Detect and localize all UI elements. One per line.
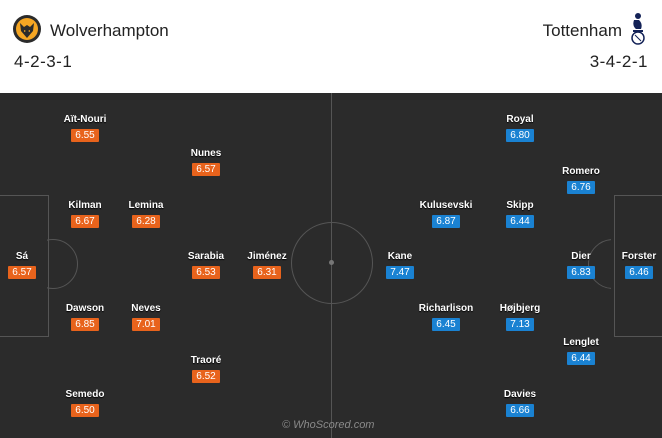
watermark: © WhoScored.com [282, 419, 375, 431]
player-rating: 6.45 [432, 318, 460, 331]
player-away-richarlison[interactable]: Richarlison 6.45 [412, 303, 480, 332]
player-name: Richarlison [418, 303, 474, 314]
home-formation: 4-2-3-1 [14, 52, 73, 71]
player-rating: 6.66 [506, 404, 534, 417]
player-name: Aït-Nouri [63, 114, 107, 125]
player-name: Romero [562, 166, 600, 177]
player-rating: 6.44 [506, 215, 534, 228]
player-away-forster[interactable]: Forster 6.46 [616, 251, 662, 280]
player-home-traore[interactable]: Traoré 6.52 [183, 355, 229, 384]
player-away-lenglet[interactable]: Lenglet 6.44 [553, 337, 609, 366]
player-home-sa[interactable]: Sá 6.57 [2, 251, 42, 280]
player-home-ait-nouri[interactable]: Aït-Nouri 6.55 [62, 114, 108, 143]
home-team-name[interactable]: Wolverhampton [50, 21, 169, 40]
player-name: Sá [15, 251, 29, 262]
player-name: Forster [621, 251, 657, 262]
player-home-nunes[interactable]: Nunes 6.57 [183, 148, 229, 177]
player-away-dier[interactable]: Dier 6.83 [558, 251, 604, 280]
player-rating: 6.50 [71, 404, 99, 417]
away-penalty-box [614, 195, 662, 337]
centre-spot [329, 260, 334, 265]
pitch: Aït-Nouri 6.55 Nunes 6.57 Kilman 6.67 Le… [0, 93, 662, 438]
player-rating: 6.83 [567, 266, 595, 279]
player-name: Kilman [68, 200, 102, 211]
player-name: Kulusevski [419, 200, 473, 211]
player-home-kilman[interactable]: Kilman 6.67 [62, 200, 108, 229]
wolf-head-icon [13, 15, 41, 43]
player-rating: 6.57 [192, 163, 220, 176]
player-home-sarabia[interactable]: Sarabia 6.53 [183, 251, 229, 280]
player-rating: 6.87 [432, 215, 460, 228]
player-away-skipp[interactable]: Skipp 6.44 [497, 200, 543, 229]
player-name: Dier [571, 251, 591, 262]
player-rating: 6.67 [71, 215, 99, 228]
player-rating: 6.28 [132, 215, 160, 228]
player-away-kulusevski[interactable]: Kulusevski 6.87 [414, 200, 478, 229]
player-rating: 6.80 [506, 129, 534, 142]
player-rating: 6.46 [625, 266, 653, 279]
player-name: Højbjerg [499, 303, 541, 314]
player-rating: 6.57 [8, 266, 36, 279]
player-name: Lemina [128, 200, 164, 211]
player-rating: 6.53 [192, 266, 220, 279]
player-away-royal[interactable]: Royal 6.80 [497, 114, 543, 143]
player-home-neves[interactable]: Neves 7.01 [123, 303, 169, 332]
player-away-kane[interactable]: Kane 7.47 [377, 251, 423, 280]
player-home-semedo[interactable]: Semedo 6.50 [62, 389, 108, 418]
player-name: Jiménez [247, 251, 287, 262]
match-header: Wolverhampton 4-2-3-1 Tottenham 3-4-2-1 [0, 0, 662, 93]
player-rating: 6.55 [71, 129, 99, 142]
away-team-name[interactable]: Tottenham [542, 21, 622, 40]
player-rating: 7.47 [386, 266, 414, 279]
player-name: Nunes [190, 148, 222, 159]
player-home-dawson[interactable]: Dawson 6.85 [62, 303, 108, 332]
player-rating: 7.01 [132, 318, 160, 331]
player-rating: 6.31 [253, 266, 281, 279]
player-away-hojbjerg[interactable]: Højbjerg 7.13 [493, 303, 547, 332]
player-rating: 6.76 [567, 181, 595, 194]
player-name: Kane [387, 251, 413, 262]
player-home-lemina[interactable]: Lemina 6.28 [123, 200, 169, 229]
player-away-romero[interactable]: Romero 6.76 [551, 166, 611, 195]
player-name: Semedo [65, 389, 105, 400]
player-name: Neves [131, 303, 161, 314]
player-name: Sarabia [187, 251, 225, 262]
player-rating: 6.85 [71, 318, 99, 331]
player-name: Royal [506, 114, 534, 125]
player-name: Lenglet [563, 337, 599, 348]
player-rating: 7.13 [506, 318, 534, 331]
player-name: Davies [503, 389, 537, 400]
away-formation: 3-4-2-1 [589, 52, 648, 71]
player-rating: 6.44 [567, 352, 595, 365]
player-name: Traoré [190, 355, 222, 366]
centre-circle [291, 222, 373, 304]
player-away-davies[interactable]: Davies 6.66 [497, 389, 543, 418]
player-rating: 6.52 [192, 370, 220, 383]
player-name: Skipp [506, 200, 534, 211]
player-name: Dawson [65, 303, 105, 314]
player-home-jimenez[interactable]: Jiménez 6.31 [244, 251, 290, 280]
cockerel-icon [631, 13, 645, 45]
